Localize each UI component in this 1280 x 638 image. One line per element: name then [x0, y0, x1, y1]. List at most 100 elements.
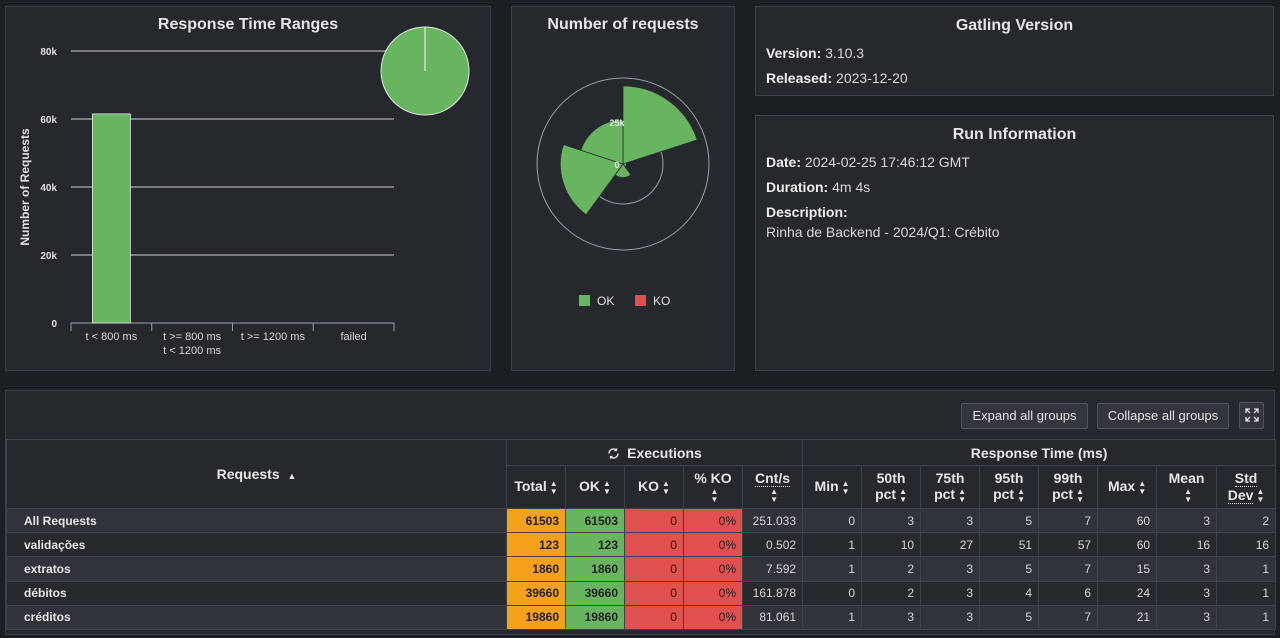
version-row: Version: 3.10.3 [766, 45, 1273, 61]
request-name-cell[interactable]: extratos [6, 556, 507, 582]
min-column-header[interactable]: Min ▲ ▼ [802, 465, 863, 509]
percent-ko-header-label: % KO [694, 470, 732, 487]
p99-cell: 7 [1038, 507, 1099, 534]
std-dev-header-sub: Dev [1227, 486, 1254, 504]
p99-cell: 7 [1038, 556, 1099, 582]
p95-header-label: 95th [994, 470, 1024, 487]
sort-icon: ▲ ▼ [662, 478, 670, 496]
gatling-version-title: Gatling Version [955, 17, 1074, 34]
total-cell: 19860 [506, 604, 566, 630]
executions-header-label: Executions [627, 444, 702, 461]
p95-column-header[interactable]: 95th pct ▲ ▼ [979, 465, 1040, 509]
mean-cell: 3 [1156, 556, 1218, 582]
duration-label: Duration: [766, 179, 829, 195]
ok-header-label: OK [579, 478, 601, 495]
p50-cell: 10 [861, 532, 922, 558]
sort-icon: ▲ ▼ [958, 486, 966, 504]
pko-cell: 0% [683, 604, 743, 630]
sort-icon: ▲ ▼ [710, 486, 719, 504]
x-tick-label: t < 1200 ms [163, 345, 221, 357]
cnt-cell: 7.592 [741, 556, 804, 582]
sort-icon: ▲ ▼ [1017, 486, 1025, 504]
max-column-header[interactable]: Max ▲ ▼ [1097, 465, 1158, 509]
polar-ok-segment [559, 144, 624, 216]
description-label: Description: [766, 204, 848, 220]
p50-cell: 3 [861, 604, 922, 630]
sort-icon: ▲ ▼ [1076, 486, 1084, 504]
mean-cell: 3 [1156, 604, 1218, 630]
p95-header-sub: pct [993, 486, 1015, 503]
cnt-cell: 251.033 [741, 507, 804, 534]
p50-cell: 2 [861, 556, 922, 582]
ko-cell: 0 [624, 507, 684, 534]
pko-cell: 0% [683, 556, 743, 582]
total-column-header[interactable]: Total ▲ ▼ [506, 465, 566, 509]
sort-icon: ▲ ▼ [899, 486, 907, 504]
table-row[interactable]: validações 123 123 0 0% 0.502 1 10 27 51 57 60 16 16 [6, 532, 1277, 558]
expand-all-groups-button[interactable]: Expand all groups [961, 403, 1088, 429]
p75-header-sub: pct [934, 486, 956, 503]
requests-column-header[interactable]: Requests ▲ [6, 439, 507, 509]
total-cell: 61503 [506, 507, 566, 534]
p95-cell: 5 [979, 556, 1040, 582]
table-row[interactable]: extratos 1860 1860 0 0% 7.592 1 2 3 5 7 15 3 1 [6, 556, 1277, 582]
p95-cell: 4 [979, 580, 1040, 606]
p75-column-header[interactable]: 75th pct ▲ ▼ [920, 465, 981, 509]
table-row[interactable]: All Requests 61503 61503 0 0% 251.033 0 3 3 5 7 60 3… [6, 507, 1277, 534]
table-row[interactable]: créditos 19860 19860 0 0% 81.061 1 3 3 5 7 21 3 1 [6, 604, 1277, 630]
ok-cell: 39660 [565, 580, 625, 606]
mean-cell: 16 [1156, 532, 1218, 558]
mean-header-label: Mean [1168, 470, 1205, 487]
date-label: Date: [766, 154, 802, 170]
min-cell: 0 [802, 507, 863, 534]
response-time-ranges-title: Response Time Ranges [157, 16, 339, 33]
refresh-icon [608, 447, 619, 459]
collapse-all-groups-button[interactable]: Collapse all groups [1097, 403, 1229, 429]
max-cell: 24 [1097, 580, 1158, 606]
p50-header-sub: pct [875, 486, 897, 503]
p50-column-header[interactable]: 50th pct ▲ ▼ [861, 465, 922, 509]
max-cell: 21 [1097, 604, 1158, 630]
percent-ko-column-header[interactable]: % KO ▲ ▼ [683, 465, 743, 509]
request-name-cell[interactable]: créditos [6, 604, 507, 630]
requests-header-label: Requests [216, 466, 280, 482]
ok-column-header[interactable]: OK ▲ ▼ [565, 465, 625, 509]
number-of-requests-chart: 25k 0 OK KO [536, 77, 710, 308]
request-name-cell[interactable]: validações [6, 532, 507, 558]
std-cell: 2 [1216, 507, 1277, 534]
pko-cell: 0% [683, 532, 743, 558]
y-axis-title: Number of Requests [18, 128, 32, 246]
y-tick-label: 0 [51, 319, 57, 330]
cnt-per-sec-column-header[interactable]: Cnt/s ▲ ▼ [741, 465, 804, 509]
sort-icon: ▲ ▼ [603, 478, 611, 496]
cnt-cell: 161.878 [741, 580, 804, 606]
ko-column-header[interactable]: KO ▲ ▼ [624, 465, 684, 509]
p99-column-header[interactable]: 99th pct ▲ ▼ [1038, 465, 1099, 509]
table-row[interactable]: débitos 39660 39660 0 0% 161.878 0 2 3 4 6 24 3 1 [6, 580, 1277, 606]
polar-ok-segment [622, 85, 698, 165]
executions-group-header: Executions [505, 439, 804, 466]
response-time-group-header: Response Time (ms) [802, 439, 1277, 466]
polar-tick-label: 0 [614, 160, 619, 170]
p75-cell: 3 [920, 580, 981, 606]
p99-cell: 6 [1038, 580, 1099, 606]
cnt-cell: 0.502 [741, 532, 804, 558]
p99-header-label: 99th [1053, 470, 1083, 487]
legend-swatch [635, 295, 646, 306]
released-label: Released: [766, 70, 833, 86]
released-value: 2023-12-20 [836, 70, 908, 86]
run-information-panel: Run Information Date: 2024-02-25 17:46:1… [755, 115, 1274, 371]
ok-cell: 61503 [565, 507, 625, 534]
std-dev-column-header[interactable]: Std Dev ▲ ▼ [1216, 465, 1277, 509]
legend-label[interactable]: KO [653, 294, 670, 308]
request-name-cell[interactable]: All Requests [6, 507, 507, 534]
x-tick-label: t < 800 ms [86, 331, 138, 343]
p75-cell: 27 [920, 532, 981, 558]
mean-column-header[interactable]: Mean ▲ ▼ [1156, 465, 1218, 509]
fullscreen-button[interactable] [1239, 402, 1264, 429]
legend-label[interactable]: OK [597, 294, 614, 308]
request-name-cell[interactable]: débitos [6, 580, 507, 606]
p99-cell: 7 [1038, 604, 1099, 630]
description-label-row: Description: [766, 204, 1273, 220]
sort-icon: ▲ ▼ [1256, 487, 1265, 505]
